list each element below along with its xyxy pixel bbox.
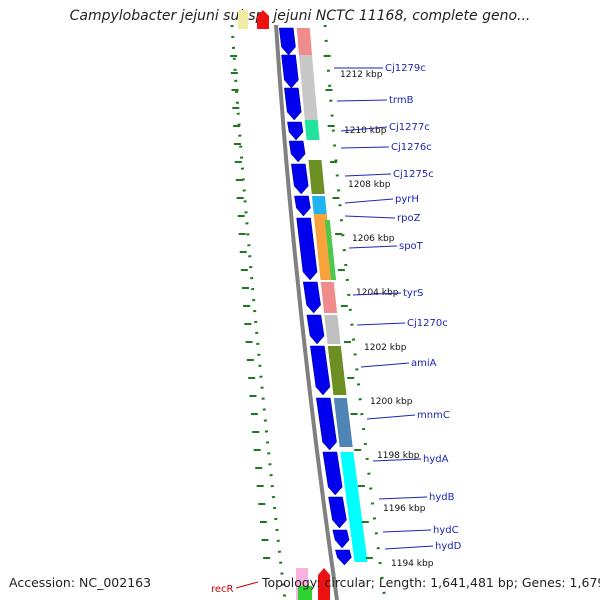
gene-arrow[interactable] bbox=[316, 397, 337, 451]
gene-label-recr[interactable]: recR bbox=[211, 584, 234, 595]
gene-arrow[interactable] bbox=[310, 345, 331, 396]
kbp-label: 1202 kbp bbox=[364, 343, 407, 353]
gene-arrow[interactable] bbox=[296, 217, 318, 281]
leader-line bbox=[378, 496, 428, 500]
leader-line bbox=[366, 414, 416, 420]
gene-arrow[interactable] bbox=[281, 54, 299, 89]
kbp-label: 1196 kbp bbox=[383, 504, 426, 514]
gene-arrow[interactable] bbox=[278, 27, 296, 56]
leader-line bbox=[344, 215, 396, 219]
category-bar bbox=[304, 120, 320, 140]
backbone-line bbox=[274, 24, 339, 600]
topology-label: Topology: circular; Length: 1,641,481 bp… bbox=[262, 575, 600, 590]
feature-track bbox=[230, 10, 373, 600]
gene-label-rpoz[interactable]: rpoZ bbox=[397, 213, 421, 224]
kbp-label: 1212 kbp bbox=[340, 70, 383, 80]
kbp-label: 1194 kbp bbox=[391, 559, 434, 569]
leader-line bbox=[384, 545, 434, 550]
leader-line bbox=[344, 198, 394, 204]
gene-label-cj1279c[interactable]: Cj1279c bbox=[385, 63, 426, 74]
category-bar bbox=[308, 160, 325, 194]
label-layer: 1212 kbp 1210 kbp 1208 kbp 1206 kbp 1204 kbp… bbox=[211, 63, 462, 595]
gene-arrow[interactable] bbox=[294, 195, 311, 217]
gene-label-pyrh[interactable]: pyrH bbox=[395, 194, 419, 205]
leader-line bbox=[352, 292, 402, 296]
kbp-label: 1198 kbp bbox=[377, 451, 420, 461]
category-bar bbox=[299, 55, 318, 120]
leader-line bbox=[360, 362, 410, 368]
gene-arrow[interactable] bbox=[335, 549, 352, 566]
gene-label-cj1277c[interactable]: Cj1277c bbox=[389, 122, 430, 133]
leader-line bbox=[340, 126, 388, 132]
gene-label-cj1270c[interactable]: Cj1270c bbox=[407, 318, 448, 329]
leader-line bbox=[344, 173, 392, 177]
category-bar bbox=[298, 586, 312, 600]
leader-line bbox=[356, 322, 406, 326]
gene-arrow[interactable] bbox=[288, 140, 306, 163]
leader-line bbox=[336, 99, 388, 102]
gene-label-tyrs[interactable]: tyrS bbox=[403, 288, 423, 299]
kbp-label: 1206 kbp bbox=[352, 234, 395, 244]
gene-arrow[interactable] bbox=[322, 451, 343, 496]
leader-line bbox=[340, 146, 390, 149]
category-bar bbox=[296, 28, 313, 55]
category-bar bbox=[327, 346, 347, 395]
gene-arrow[interactable] bbox=[306, 314, 325, 345]
gene-label-trmb[interactable]: trmB bbox=[389, 95, 414, 106]
gene-arrow[interactable] bbox=[291, 163, 309, 195]
gene-arrow[interactable] bbox=[318, 568, 330, 600]
gene-arrow[interactable] bbox=[328, 496, 347, 529]
accession-label: Accession: NC_002163 bbox=[9, 575, 152, 590]
category-bar bbox=[238, 10, 248, 29]
category-bar bbox=[320, 282, 338, 313]
gene-label-mnmc[interactable]: mnmC bbox=[417, 410, 450, 421]
gc-skew-track bbox=[230, 24, 387, 600]
gene-arrow[interactable] bbox=[257, 10, 269, 29]
category-bar bbox=[324, 220, 337, 280]
category-bar bbox=[333, 398, 353, 447]
gene-arrow[interactable] bbox=[287, 121, 304, 141]
category-bar bbox=[340, 452, 368, 562]
gene-label-hydc[interactable]: hydC bbox=[433, 525, 459, 536]
category-bar bbox=[313, 214, 334, 280]
gene-arrow[interactable] bbox=[284, 87, 302, 121]
leader-line bbox=[382, 529, 432, 533]
leader-line bbox=[348, 245, 398, 249]
category-bar bbox=[311, 196, 327, 214]
gene-arrow[interactable] bbox=[332, 529, 350, 549]
kbp-label: 1210 kbp bbox=[344, 126, 387, 136]
map-title: Campylobacter jejuni subsp. jejuni NCTC … bbox=[69, 8, 531, 24]
kbp-label: 1200 kbp bbox=[370, 397, 413, 407]
gene-label-spot[interactable]: spoT bbox=[399, 241, 424, 252]
kbp-label: 1208 kbp bbox=[348, 180, 391, 190]
gene-label-hydb[interactable]: hydB bbox=[429, 492, 455, 503]
gene-label-hydd[interactable]: hydD bbox=[435, 541, 462, 552]
gene-label-cj1276c[interactable]: Cj1276c bbox=[391, 142, 432, 153]
leader-line bbox=[235, 581, 259, 589]
gene-label-hyda[interactable]: hydA bbox=[423, 454, 449, 465]
category-bar bbox=[324, 315, 341, 344]
gene-label-amia[interactable]: amiA bbox=[411, 358, 437, 369]
kbp-label: 1204 kbp bbox=[356, 288, 399, 298]
leader-line bbox=[372, 458, 422, 462]
gene-arrow[interactable] bbox=[302, 281, 321, 314]
gene-label-cj1275c[interactable]: Cj1275c bbox=[393, 169, 434, 180]
